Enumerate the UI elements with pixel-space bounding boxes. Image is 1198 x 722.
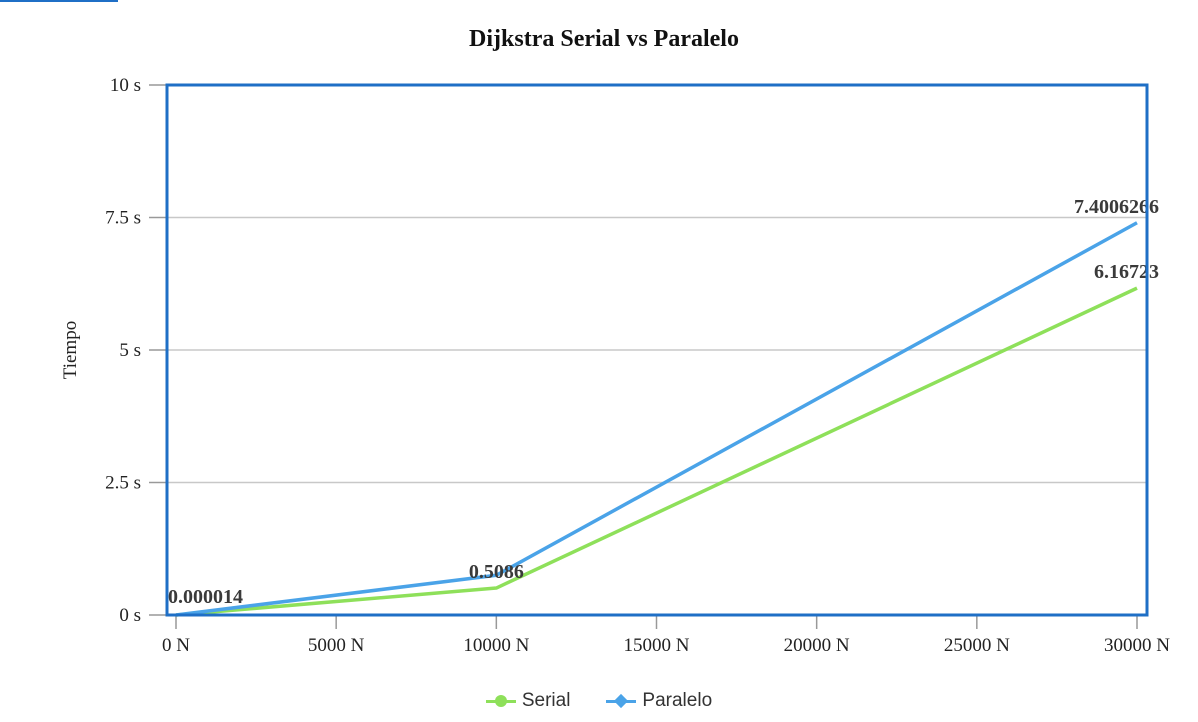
circle-marker-icon (485, 694, 516, 708)
y-axis-ticks: 0 s 2.5 s 5 s 7.5 s 10 s (105, 75, 167, 626)
x-tick-label: 30000 N (1104, 635, 1170, 656)
series-line-paralelo (175, 221, 1138, 617)
line-chart: Dijkstra Serial vs Paralelo Tiempo 0 s 2.… (60, 26, 1170, 656)
corner-accent (0, 0, 118, 2)
legend-label-serial: Serial (521, 690, 571, 711)
series-line-serial (175, 286, 1138, 617)
y-tick-label: 5 s (119, 340, 141, 361)
data-label: 0.000014 (168, 586, 243, 608)
y-axis-label: Tiempo (60, 321, 81, 379)
y-tick-label: 10 s (110, 75, 141, 96)
x-tick-label: 0 N (162, 635, 190, 656)
y-tick-label: 7.5 s (105, 208, 141, 229)
legend-item-serial[interactable]: Serial (485, 690, 571, 712)
chart-title: Dijkstra Serial vs Paralelo (469, 26, 739, 52)
x-tick-label: 15000 N (624, 635, 690, 656)
x-tick-label: 5000 N (308, 635, 365, 656)
y-tick-label: 2.5 s (105, 473, 141, 494)
plot-frame (165, 83, 1149, 617)
x-axis-ticks: 0 N 5000 N 10000 N 15000 N 20000 N 25000 N 300… (162, 615, 1170, 656)
y-tick-label: 0 s (119, 605, 141, 626)
x-tick-label: 20000 N (784, 635, 850, 656)
diamond-marker-icon (606, 693, 637, 709)
grid-lines (167, 216, 1147, 484)
data-label: 6.16723 (1094, 261, 1159, 283)
series-lines (175, 221, 1138, 617)
data-label: 0.5086 (469, 561, 524, 583)
legend-item-paralelo[interactable]: Paralelo (606, 690, 712, 712)
data-label: 7.4006266 (1074, 196, 1159, 218)
data-labels: 0.000014 0.5086 6.16723 7.4006266 (168, 196, 1159, 608)
legend-label-paralelo: Paralelo (642, 690, 713, 711)
x-tick-label: 10000 N (463, 635, 529, 656)
legend: Serial Paralelo (0, 690, 1198, 712)
x-tick-label: 25000 N (944, 635, 1010, 656)
